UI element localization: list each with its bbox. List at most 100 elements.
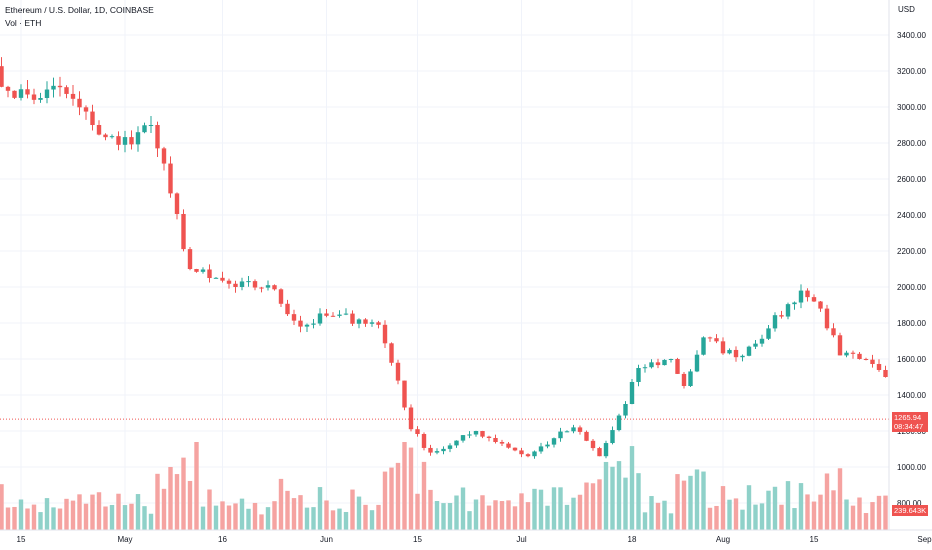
volume-bar [25,508,30,530]
candle-body [473,431,479,435]
candle-body [837,335,843,356]
candle-body [31,94,37,100]
volume-bar [779,504,784,530]
candle-body [610,430,615,444]
volume-bar [454,495,459,530]
time-tick-label: 15 [810,535,819,544]
candle-body [506,443,511,448]
candle-body [844,352,849,356]
volume-bar [350,489,355,530]
volume-bar [200,506,206,530]
candle-body [181,213,186,250]
candle-body [863,359,869,360]
candle-body [129,137,134,145]
candle-body [168,163,173,194]
price-tick-label: 2000.00 [897,283,926,292]
candle-body [304,324,310,327]
volume-bar [649,496,654,530]
volume-bar [421,461,427,530]
volume-bar [616,461,622,530]
volume-bar [408,447,414,530]
candle-body [603,443,609,457]
candle-body [291,314,297,321]
time-tick-label: 15 [17,535,26,544]
candle-body [883,369,888,377]
volume-bar [239,498,245,530]
volume-bar [720,486,726,530]
volume-bar [142,506,147,530]
volume-bar [714,505,719,530]
volume-bar [324,500,329,530]
volume-bar [811,501,817,530]
time-tick-label: 18 [628,535,637,544]
volume-bar [681,480,687,530]
volume-bar [571,497,576,530]
candle-body [824,308,830,329]
volume-bar [642,512,648,530]
volume-bar [850,505,856,530]
candle-body [662,359,667,366]
volume-bar [129,503,134,530]
candle-body [818,301,823,309]
candle-body [577,427,583,432]
candle-body [382,324,388,344]
volume-bar [818,494,823,530]
volume-bar [135,494,141,530]
volume-bar [402,442,407,530]
volume-bar [545,505,550,530]
candle-body [38,98,43,100]
volume-bar [148,513,154,530]
volume-bar [116,493,121,530]
candle-body [831,328,836,336]
candle-body [467,434,472,436]
candle-body [135,132,141,145]
candle-body [532,451,537,457]
volume-bar [467,511,472,530]
candle-body [590,440,596,449]
volume-bar [558,487,563,530]
volume-bar [246,508,251,530]
candle-body [499,442,505,444]
volume-bar [837,468,843,530]
candle-body [616,415,622,431]
candle-body [109,136,115,138]
volume-bar [584,482,589,530]
time-axis-panel[interactable] [0,530,889,550]
volume-bar [707,507,713,530]
candle-body [740,355,745,358]
volume-indicator-label: Vol · ETH [5,18,42,28]
candle-body [220,277,225,281]
candle-body [525,454,531,457]
price-tick-label: 800.00 [897,499,922,508]
candle-body [148,125,154,126]
chart-title: Ethereum / U.S. Dollar, 1D, COINBASE [5,5,154,15]
price-axis-panel[interactable] [889,0,932,530]
volume-bar [194,442,199,530]
candle-body [337,314,342,316]
candle-body [278,289,284,304]
volume-bar [363,504,368,530]
volume-bar [525,502,531,530]
volume-bar [44,498,50,530]
candle-body [454,440,459,446]
candle-body [876,364,882,370]
candle-body [207,269,212,278]
volume-bar [733,498,739,530]
volume-bar [701,471,706,530]
volume-bar [187,480,193,530]
volume-bar [857,497,862,530]
candle-body [376,322,381,325]
candle-body [428,447,433,453]
candle-body [408,407,414,430]
candle-body [259,287,264,289]
candle-body [636,368,641,382]
candle-body [694,354,700,372]
time-tick-label: 16 [218,535,227,544]
volume-bars [0,442,888,530]
grid-lines [0,0,925,530]
candle-body [668,359,674,360]
volume-bar [759,503,765,530]
volume-bar [636,473,641,530]
volume-bar [168,466,173,530]
